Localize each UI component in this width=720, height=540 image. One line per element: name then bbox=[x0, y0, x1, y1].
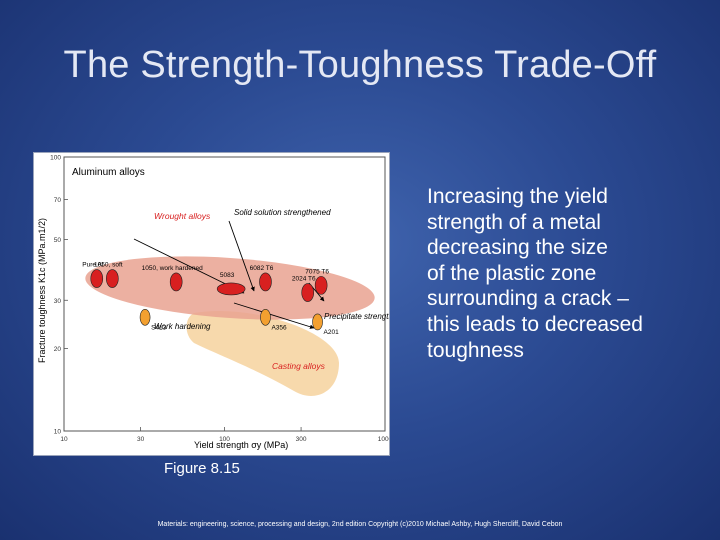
chart-svg: 103010030010001007050302010 Pure Al1050,… bbox=[37, 155, 411, 451]
chart-title: Aluminum alloys bbox=[72, 167, 145, 178]
x-tick-label: 100 bbox=[219, 436, 230, 443]
trend-arrow-3 bbox=[233, 302, 315, 329]
body-line: decreasing the size bbox=[427, 236, 608, 260]
slide-title: The Strength-Toughness Trade-Off bbox=[63, 44, 657, 86]
y-tick-label: 100 bbox=[50, 155, 61, 162]
figure-caption: Figure 8.15 bbox=[164, 460, 240, 477]
x-tick-label: 10 bbox=[60, 436, 68, 443]
point-label-0-5: 2024 T6 bbox=[292, 276, 316, 283]
y-tick-label: 70 bbox=[54, 197, 62, 204]
x-tick-label: 30 bbox=[137, 436, 145, 443]
body-line: Increasing the yield bbox=[427, 185, 608, 208]
body-text: Increasing the yield strength of a metal… bbox=[427, 184, 697, 363]
y-tick-label: 30 bbox=[54, 298, 62, 305]
point-label-0-4: 6082 T6 bbox=[250, 265, 274, 272]
x-tick-label: 300 bbox=[296, 436, 307, 443]
point-label-0-6: 7075 T6 bbox=[305, 268, 329, 275]
point-label-0-0: Pure Al bbox=[82, 262, 104, 269]
point-label-1-1: A356 bbox=[271, 324, 287, 331]
y-tick-label: 20 bbox=[54, 346, 62, 353]
data-point-0-6 bbox=[314, 276, 328, 295]
group-label-casting: Casting alloys bbox=[272, 361, 326, 371]
data-point-1-1 bbox=[260, 308, 271, 326]
point-label-1-2: A201 bbox=[324, 329, 340, 336]
point-label-1-0: S413 bbox=[151, 324, 167, 331]
group-label-work-hardening: Work hardening bbox=[154, 322, 211, 331]
point-label-0-2: 1050, work hardened bbox=[142, 265, 203, 272]
data-point-0-5 bbox=[301, 283, 315, 302]
data-point-0-0 bbox=[90, 269, 104, 288]
data-point-0-2 bbox=[169, 272, 183, 292]
body-line: strength of a metal bbox=[427, 210, 601, 234]
y-axis-label: Fracture toughness K1c (MPa.m1/2) bbox=[37, 218, 47, 363]
data-point-0-4 bbox=[259, 272, 272, 292]
data-point-0-3 bbox=[216, 282, 246, 296]
data-point-1-0 bbox=[139, 308, 151, 326]
data-point-0-1 bbox=[106, 269, 119, 288]
y-tick-label: 50 bbox=[54, 237, 62, 244]
x-tick-label: 1000 bbox=[378, 436, 389, 443]
casting-region bbox=[186, 311, 339, 396]
body-line: this leads to decreased bbox=[427, 312, 643, 336]
body-line: surrounding a crack – bbox=[427, 287, 629, 311]
body-line: toughness bbox=[427, 338, 524, 362]
point-label-0-3: 5083 bbox=[220, 272, 235, 279]
y-tick-label: 10 bbox=[54, 429, 62, 436]
x-axis-label: Yield strength σy (MPa) bbox=[194, 440, 288, 450]
group-label-precipitate: Precipitate strengthened bbox=[324, 312, 389, 321]
point-label-0-1: 1050, soft bbox=[94, 262, 123, 269]
group-label-wrought: Wrought alloys bbox=[154, 211, 211, 221]
footer-credit: Materials: engineering, science, process… bbox=[157, 521, 563, 528]
data-point-1-2 bbox=[312, 313, 323, 331]
figure-chart: 103010030010001007050302010 Pure Al1050,… bbox=[33, 152, 411, 456]
body-line: of the plastic zone bbox=[427, 261, 597, 285]
group-label-solid-solution: Solid solution strengthened bbox=[234, 208, 331, 217]
trend-arrow-2 bbox=[228, 220, 255, 292]
